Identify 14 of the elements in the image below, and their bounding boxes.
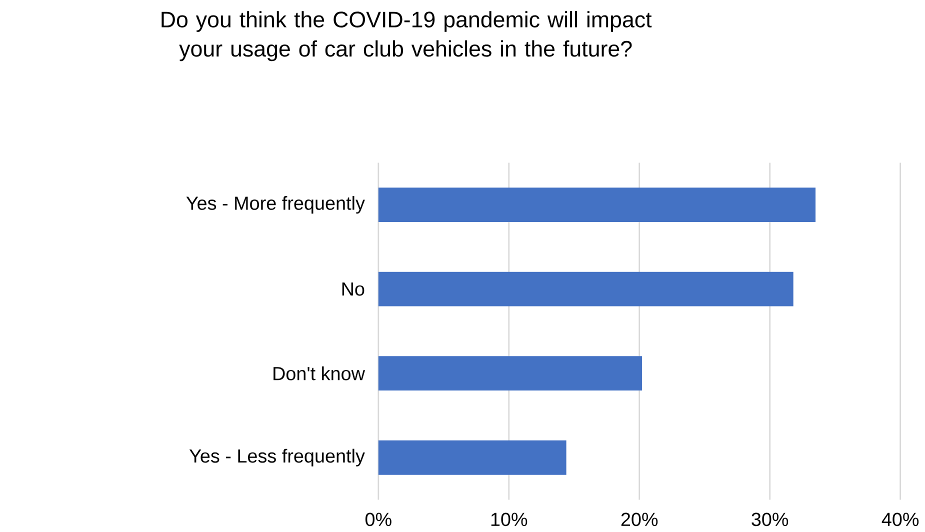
x-tick-label: 20% — [621, 512, 658, 526]
bar — [378, 188, 816, 222]
bar — [378, 440, 566, 475]
bar — [378, 272, 794, 306]
x-tick-label: 10% — [491, 512, 528, 526]
y-tick-label: Yes - More frequently — [186, 196, 365, 214]
x-tick-label: 30% — [752, 512, 788, 526]
bar — [378, 356, 642, 391]
y-tick-label: Don't know — [274, 366, 366, 380]
y-tick-label: No — [342, 282, 364, 296]
chart-title: Do you think the COVID-19 pandemic will impact your usage of car club vehicles in the future? — [162, 11, 652, 62]
x-tick-label: 40% — [882, 512, 919, 526]
x-tick-label: 0% — [365, 512, 392, 526]
y-tick-label: Yes - Less frequently — [189, 448, 365, 466]
